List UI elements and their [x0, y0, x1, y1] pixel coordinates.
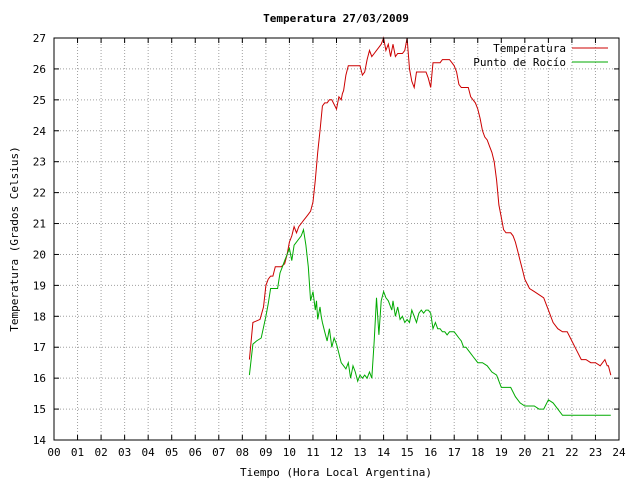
x-tick-label: 01 — [71, 446, 84, 459]
x-tick-label: 18 — [471, 446, 484, 459]
y-tick-label: 16 — [33, 372, 46, 385]
x-tick-label: 03 — [118, 446, 131, 459]
x-tick-label: 00 — [47, 446, 60, 459]
x-tick-label: 12 — [330, 446, 343, 459]
y-tick-label: 23 — [33, 156, 46, 169]
y-tick-label: 25 — [33, 94, 46, 107]
y-tick-label: 22 — [33, 187, 46, 200]
y-tick-label: 14 — [33, 434, 47, 447]
x-tick-label: 17 — [448, 446, 461, 459]
x-tick-label: 23 — [589, 446, 602, 459]
axis-ticks — [53, 37, 620, 441]
x-tick-label: 08 — [236, 446, 249, 459]
series-line-punto-de-rocio — [248, 227, 611, 416]
x-tick-label: 10 — [283, 446, 296, 459]
x-tick-label: 20 — [518, 446, 531, 459]
series-line-temperatura — [248, 36, 612, 376]
y-tick-label: 19 — [33, 279, 46, 292]
x-tick-label: 13 — [353, 446, 366, 459]
y-tick-label: 20 — [33, 248, 46, 261]
x-tick-label: 07 — [212, 446, 225, 459]
chart-title: Temperatura 27/03/2009 — [263, 12, 409, 25]
legend-label: Temperatura — [493, 42, 566, 55]
x-tick-label: 09 — [259, 446, 272, 459]
y-tick-label: 26 — [33, 63, 46, 76]
y-tick-label: 17 — [33, 341, 46, 354]
y-axis-label: Temperatura (Grados Celsius) — [8, 146, 21, 331]
y-tick-label: 27 — [33, 32, 46, 45]
x-tick-label: 24 — [612, 446, 626, 459]
x-tick-label: 19 — [495, 446, 508, 459]
x-tick-label: 04 — [142, 446, 156, 459]
y-tick-labels: 14 15 16 17 18 19 20 21 22 23 24 25 26 27 — [33, 32, 47, 447]
y-tick-label: 21 — [33, 218, 46, 231]
x-tick-label: 14 — [377, 446, 391, 459]
x-tick-label: 16 — [424, 446, 437, 459]
x-tick-label: 06 — [189, 446, 202, 459]
legend-label: Punto de Rocío — [473, 56, 566, 69]
x-tick-label: 15 — [401, 446, 414, 459]
x-tick-label: 05 — [165, 446, 178, 459]
x-tick-labels: 00 01 02 03 04 05 06 07 08 09 10 11 12 13 14 15 16 17 18 19… — [47, 446, 626, 459]
x-tick-label: 02 — [94, 446, 107, 459]
x-tick-label: 21 — [542, 446, 555, 459]
y-tick-label: 18 — [33, 310, 46, 323]
x-tick-label: 22 — [565, 446, 578, 459]
y-tick-label: 24 — [33, 125, 47, 138]
x-axis-label: Tiempo (Hora Local Argentina) — [240, 466, 432, 479]
series-group — [248, 36, 612, 416]
x-tick-label: 11 — [306, 446, 319, 459]
y-tick-label: 15 — [33, 403, 46, 416]
grid — [54, 38, 619, 440]
